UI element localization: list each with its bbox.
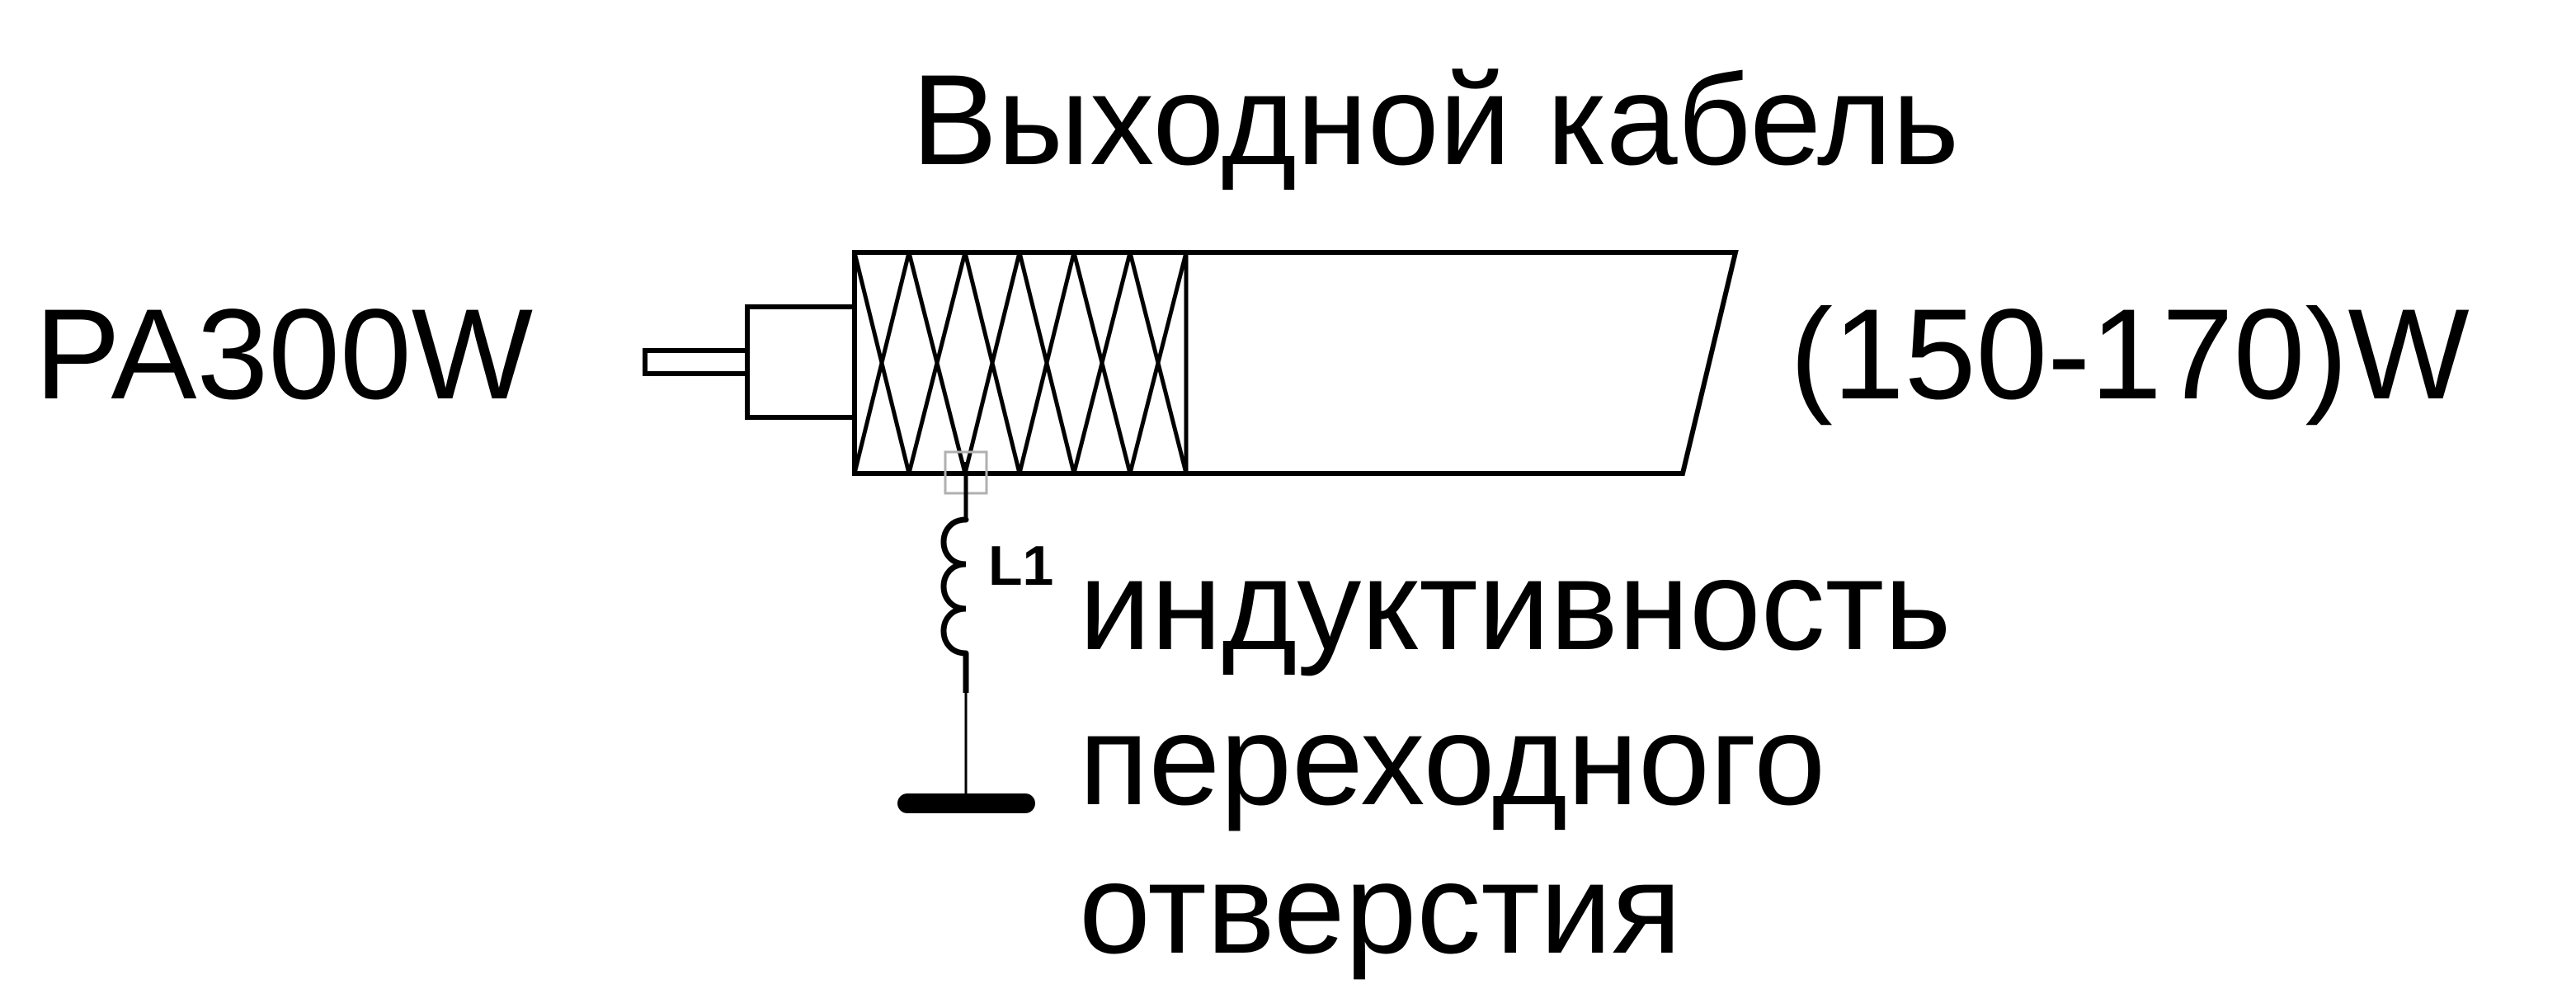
braided-shield	[852, 252, 1189, 474]
inductor-description-line: отверстия	[1079, 837, 1682, 981]
source-amplifier-label: PA300W	[35, 283, 534, 426]
inductor-coil	[940, 516, 969, 657]
output-power-label: (150-170)W	[1790, 283, 2470, 426]
inductor-description-line: переходного	[1079, 689, 1826, 832]
inductor-description-line: индуктивность	[1079, 534, 1952, 677]
coax-cable-body	[852, 250, 1739, 476]
inductor-reference-label: L1	[988, 534, 1054, 597]
cable-title: Выходной кабель	[911, 49, 1960, 192]
connector-body	[745, 304, 857, 420]
center-conductor-pin	[643, 348, 750, 376]
